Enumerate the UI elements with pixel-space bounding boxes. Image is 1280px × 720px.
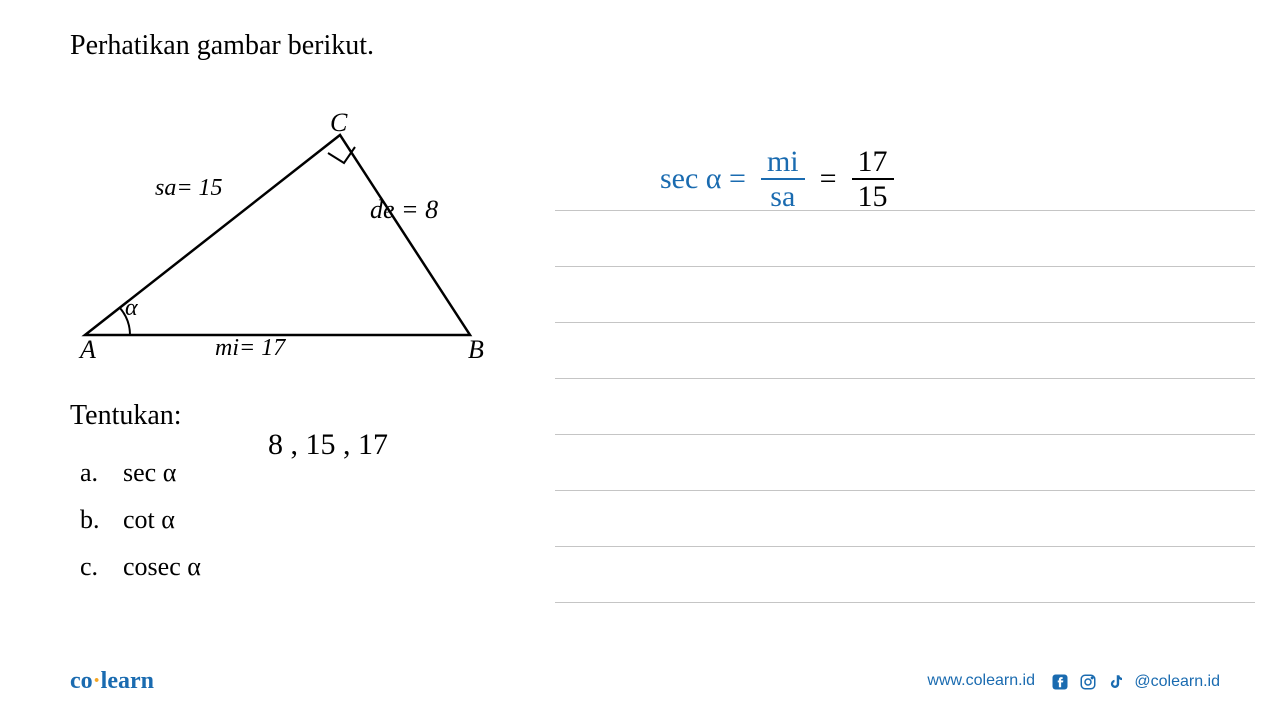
question-text: sec α <box>123 450 176 497</box>
right-angle-marker <box>328 147 355 163</box>
mi-prefix: mi= <box>215 335 255 361</box>
ruled-line <box>555 322 1255 323</box>
question-b: b. cot α <box>80 497 201 544</box>
handwritten-equation: sec α = mi sa = 17 15 <box>660 145 899 213</box>
ruled-line <box>555 602 1255 603</box>
question-text: cot α <box>123 497 175 544</box>
frac1-den: sa <box>764 180 801 213</box>
ruled-line <box>555 434 1255 435</box>
angle-alpha-label: α <box>125 295 138 322</box>
side-sa-label: sa= 15 <box>155 175 223 202</box>
vertex-label-a: A <box>80 335 96 365</box>
eq-fraction-1: mi sa <box>761 145 805 213</box>
page-title: Perhatikan gambar berikut. <box>70 30 374 62</box>
frac1-num: mi <box>761 145 805 180</box>
triangle-svg <box>70 115 500 365</box>
handwriting-area: sec α = mi sa = 17 15 <box>555 160 1255 590</box>
instagram-icon <box>1078 672 1098 692</box>
ruled-line <box>555 546 1255 547</box>
triangle-diagram <box>70 115 500 365</box>
question-letter: b. <box>80 497 105 544</box>
de-value: 8 <box>425 195 438 224</box>
logo-learn: learn <box>101 668 154 694</box>
ruled-line <box>555 490 1255 491</box>
pythagorean-triple: 8 , 15 , 17 <box>268 428 388 462</box>
tentukan-heading: Tentukan: <box>70 400 182 432</box>
de-prefix: de = <box>370 195 419 224</box>
eq-equals: = <box>820 162 837 196</box>
footer-social: @colearn.id <box>1050 672 1220 692</box>
frac2-den: 15 <box>852 180 894 213</box>
question-a: a. sec α <box>80 450 201 497</box>
brand-logo: co·learn <box>70 668 154 695</box>
frac2-num: 17 <box>852 145 894 180</box>
facebook-icon <box>1050 672 1070 692</box>
question-letter: a. <box>80 450 105 497</box>
sa-value: 15 <box>199 175 223 201</box>
tiktok-icon <box>1106 672 1126 692</box>
vertex-label-b: B <box>468 335 484 365</box>
ruled-line <box>555 378 1255 379</box>
question-letter: c. <box>80 544 105 591</box>
question-c: c. cosec α <box>80 544 201 591</box>
social-handle: @colearn.id <box>1134 673 1220 691</box>
side-mi-label: mi= 17 <box>215 335 285 362</box>
triangle-path <box>85 135 470 335</box>
sa-prefix: sa= <box>155 175 193 201</box>
eq-fraction-2: 17 15 <box>852 145 894 213</box>
ruled-line <box>555 266 1255 267</box>
mi-value: 17 <box>261 335 285 361</box>
side-de-label: de = 8 <box>370 195 438 225</box>
logo-co: co <box>70 668 93 694</box>
footer-url: www.colearn.id <box>927 672 1035 690</box>
question-list: a. sec α b. cot α c. cosec α <box>80 450 201 590</box>
eq-prefix: sec α = <box>660 162 746 196</box>
question-text: cosec α <box>123 544 201 591</box>
vertex-label-c: C <box>330 108 347 138</box>
logo-dot: · <box>93 668 101 694</box>
